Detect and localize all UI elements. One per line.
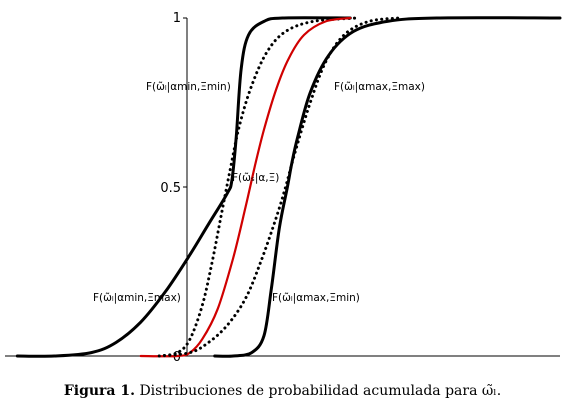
figure-caption: Figura 1. Distribuciones de probabilidad… bbox=[0, 383, 565, 399]
y-tick-label-2: 1 bbox=[173, 11, 181, 26]
caption-label: Figura 1. bbox=[63, 383, 135, 399]
series-line-0 bbox=[15, 16, 352, 358]
series-line-1 bbox=[157, 16, 358, 358]
annotation-alpha-max-xi-min: F(ω̃ₗ|αmax,Ξmin) bbox=[272, 292, 360, 304]
series-group bbox=[15, 16, 562, 358]
annotation-alpha-min-xi-min: F(ω̃ₗ|αmin,Ξmin) bbox=[146, 81, 231, 93]
y-tick-label-0: 0 bbox=[173, 350, 181, 365]
chart: 00.51 F(ω̃ₗ|αmin,Ξmin) F(ω̃ₗ|αmax,Ξmax) … bbox=[5, 11, 562, 365]
series-line-4 bbox=[213, 16, 562, 358]
annotation-alpha-max-xi-max: F(ω̃ₗ|αmax,Ξmax) bbox=[334, 81, 425, 93]
caption-text: Distribuciones de probabilidad acumulada… bbox=[139, 383, 502, 399]
annotation-alpha-min-xi-max: F(ω̃ₗ|αmin,Ξmax) bbox=[93, 292, 181, 304]
y-ticks: 00.51 bbox=[160, 11, 187, 365]
annotation-sample: F(ω̃ₛ|α,Ξ) bbox=[232, 172, 279, 184]
series-line-3 bbox=[157, 16, 402, 358]
y-tick-label-1: 0.5 bbox=[160, 181, 181, 196]
annotations: F(ω̃ₗ|αmin,Ξmin) F(ω̃ₗ|αmax,Ξmax) F(ω̃ₛ|… bbox=[93, 81, 425, 304]
